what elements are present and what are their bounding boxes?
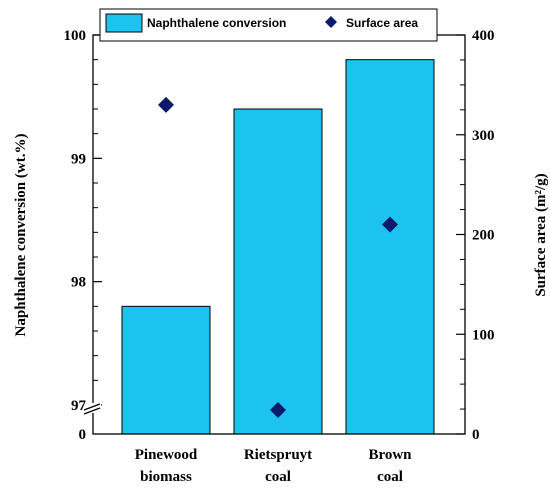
axis-break-mark <box>83 403 101 415</box>
bar-2 <box>233 108 323 435</box>
y2-tick-label: 400 <box>472 28 495 44</box>
y-tick-label: 98 <box>71 275 86 291</box>
legend-bar-swatch <box>105 13 143 33</box>
y2-tick-label: 100 <box>472 327 495 343</box>
y-tick-label-zero: 0 <box>79 427 87 443</box>
y-axis-title: Naphthalene conversion (wt.%) <box>13 134 29 337</box>
y2-axis-title: Surface area (m²/g) <box>533 173 549 296</box>
x-category-label: Pinewood <box>135 447 198 463</box>
category-labels: Pinewood biomass Rietspruyt coal Brown coal <box>135 447 412 485</box>
surface-area-point-2 <box>270 402 286 419</box>
x-category-label: coal <box>377 469 403 485</box>
legend: Naphthalene conversion Surface area <box>99 8 438 42</box>
bar-1 <box>121 305 211 435</box>
y-tick-label: 99 <box>71 151 86 167</box>
surface-area-point-3 <box>382 216 398 233</box>
legend-label-surface-area: Surface area <box>346 16 418 30</box>
legend-label-conversion: Naphthalene conversion <box>147 16 286 30</box>
x-category-label: biomass <box>140 469 192 485</box>
y-tick-label: 100 <box>64 28 87 44</box>
bar-3 <box>345 59 435 435</box>
y2-tick-label: 300 <box>472 128 495 144</box>
x-category-label: Rietspruyt <box>244 447 312 463</box>
legend-diamond-marker <box>325 16 337 28</box>
y-tick-label: 97 <box>71 398 87 414</box>
markers-layer <box>158 96 398 419</box>
y2-tick-label: 0 <box>472 427 480 443</box>
right-axis: 0 100 200 300 400 <box>456 28 495 443</box>
surface-area-point-1 <box>158 96 174 113</box>
legend-box <box>99 8 438 42</box>
bars-layer <box>121 59 435 435</box>
x-category-label: coal <box>265 469 291 485</box>
y2-tick-label: 200 <box>472 228 495 244</box>
x-category-label: Brown <box>368 447 412 463</box>
left-axis: 97 98 99 100 0 <box>64 28 102 443</box>
